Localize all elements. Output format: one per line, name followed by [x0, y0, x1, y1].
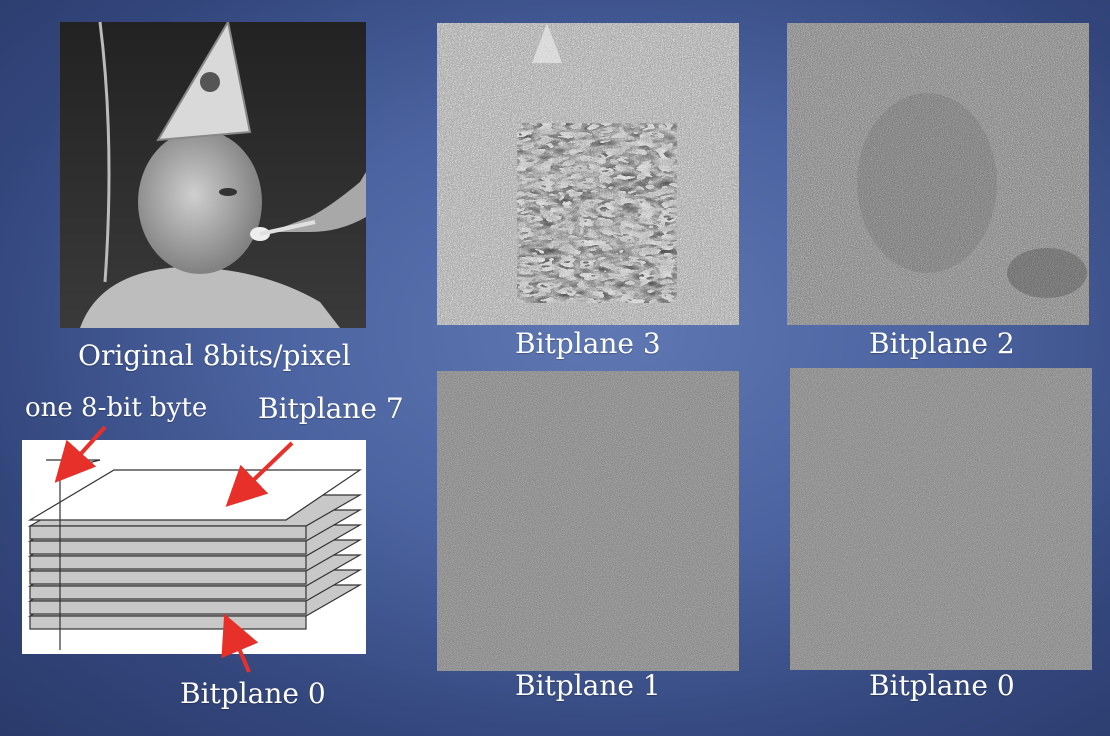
bitplane-3-caption: Bitplane 3	[515, 327, 661, 360]
bitplane-stack-svg	[27, 459, 363, 650]
bitplane-1-caption: Bitplane 1	[515, 669, 661, 702]
original-photo	[60, 22, 366, 328]
bitplane-0-caption: Bitplane 0	[869, 669, 1015, 702]
bitplane-3-image	[437, 23, 739, 325]
bitplane-7-label: Bitplane 7	[258, 392, 404, 425]
bitplane-2-image	[787, 23, 1089, 325]
original-caption: Original 8bits/pixel	[78, 339, 351, 372]
bitplane-0-image	[790, 368, 1092, 670]
byte-label: one 8-bit byte	[25, 393, 208, 423]
bitplane-1-image	[437, 371, 739, 671]
bitplane-2-caption: Bitplane 2	[869, 327, 1015, 360]
plane-0-edge	[29, 615, 307, 630]
bitplane-0-diagram-label: Bitplane 0	[180, 677, 326, 710]
bitplane-stack-diagram	[22, 440, 366, 654]
